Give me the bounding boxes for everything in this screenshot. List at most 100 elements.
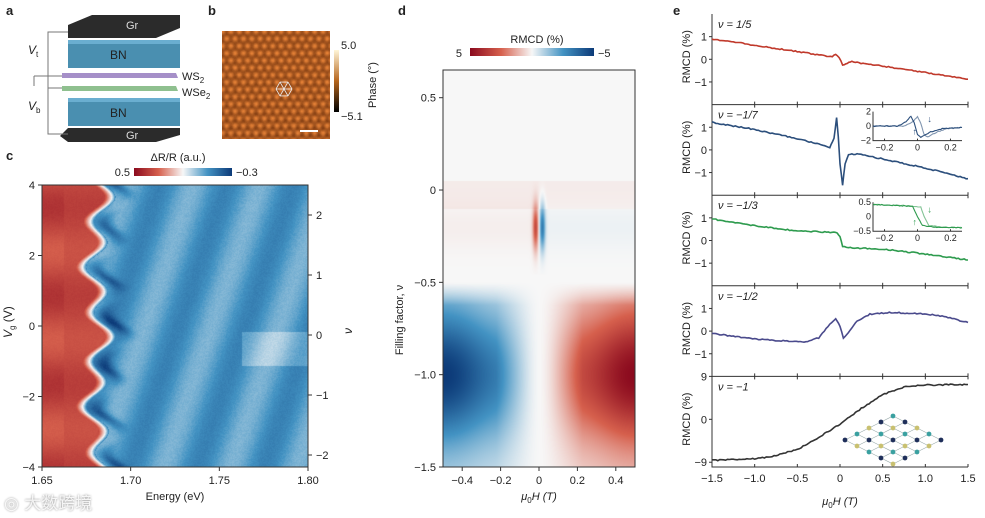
e-subplot: 90−9RMCD (%)ν = −1: [681, 371, 968, 469]
c-right-tick-label: −2: [316, 450, 329, 462]
label-vb: Vb: [28, 99, 41, 115]
c-colorbar-min: −0.3: [236, 167, 258, 179]
e-inset: −0.2 0 0.220−2↑↓: [861, 107, 963, 154]
e-subplot: 1 0 −1RMCD (%) ν = −1/3 −0.2 0 0.2 0.5 0 −0.5 ↑ ↓: [681, 195, 968, 286]
lattice-spoke: [280, 82, 284, 89]
lattice-site: [927, 444, 932, 449]
d-plot-frame: [443, 70, 635, 467]
lattice-site: [903, 444, 908, 449]
c-colorbar: [134, 168, 232, 176]
lattice-site: [843, 438, 848, 443]
phase-colorbar-min: −5.1: [341, 111, 363, 123]
e-series-label: ν = −1: [718, 381, 749, 393]
c-plot-frame: [42, 185, 308, 467]
graphite-top-layer: [68, 15, 180, 38]
lattice-site: [879, 456, 884, 461]
e-subplot: 10−1RMCD (%)ν = −1/2: [681, 286, 968, 377]
e-ytick-label: 0: [701, 326, 707, 338]
layer-label-bn-bottom: BN: [110, 106, 127, 120]
lattice-site: [891, 438, 896, 443]
e-inset-ytick-label: 0.5: [858, 197, 871, 207]
lattice-edge: [276, 82, 280, 89]
e-inset-arrow-down: ↓: [927, 114, 932, 124]
phase-colorbar-max: 5.0: [341, 40, 356, 52]
e-inset-xtick-label: −0.2: [876, 143, 894, 153]
e-xtick-label: −1.0: [744, 473, 766, 485]
d-ytick-label: 0.5: [421, 93, 436, 105]
e-xtick-label: −1.5: [701, 473, 723, 485]
layer-label-gr-top: Gr: [126, 20, 139, 32]
e-series-label: ν = 1/5: [718, 19, 752, 31]
c-ytick-label: −4: [22, 462, 35, 474]
e-inset-xtick-label: 0: [915, 143, 920, 153]
d-xlabel: μ0H (T): [520, 491, 557, 505]
e-series-line: [712, 384, 968, 461]
c-ytick-label: 2: [29, 251, 35, 263]
c-xtick-label: 1.65: [31, 475, 52, 487]
e-ytick-label: 0: [701, 236, 707, 248]
lattice-site: [939, 438, 944, 443]
phase-colorbar-label: Phase (°): [367, 62, 379, 108]
c-right-label: ν: [341, 328, 355, 334]
lattice-site: [891, 414, 896, 419]
lattice-spoke: [284, 82, 288, 89]
c-right-tick-label: 2: [316, 210, 322, 222]
e-series-label: ν = −1/7: [718, 110, 759, 122]
d-ytick-label: −1.5: [414, 462, 436, 474]
lattice-edge: [288, 82, 292, 89]
c-right-tick-label: −1: [316, 390, 329, 402]
d-ytick-label: −1.0: [414, 370, 436, 382]
e-subplot: 1 0 −1RMCD (%) ν = −1/7 −0.2 0 0.2 2 0 −2 ↑ ↓: [681, 105, 968, 196]
e-ytick-label: 1: [701, 213, 707, 225]
e-ylabel: RMCD (%): [681, 211, 693, 264]
e-axis-lines: [712, 376, 968, 467]
e-inset-arrow-up: ↑: [913, 126, 918, 136]
graphite-bottom-layer: [60, 128, 180, 142]
panel-label-e: e: [673, 3, 680, 18]
lattice-site: [867, 438, 872, 443]
e-ytick-label: −1: [694, 168, 707, 180]
label-vt: Vt: [28, 43, 39, 59]
phase-colorbar: [334, 50, 339, 112]
d-xtick-label: −0.4: [451, 475, 473, 487]
watermark-text: 大数跨境: [24, 494, 92, 514]
lattice-spoke: [280, 89, 284, 96]
d-colorbar-title: RMCD (%): [510, 34, 563, 46]
c-xtick-label: 1.75: [209, 475, 230, 487]
c-ytick-label: −2: [22, 392, 35, 404]
e-ytick-label: 0: [701, 414, 707, 426]
e-series-line: [712, 312, 968, 342]
d-xtick-label: 0: [536, 475, 542, 487]
e-xtick-label: −0.5: [786, 473, 808, 485]
figure: a b c d e Gr BN WS2 WSe2 BN Gr Vt Vb 5.0…: [0, 0, 985, 518]
d-xtick-label: 0.2: [570, 475, 585, 487]
c-right-tick-label: 1: [316, 270, 322, 282]
e-subplot: 10−1RMCD (%)ν = 1/5: [681, 14, 968, 105]
e-inset-ytick-label: 2: [866, 107, 871, 117]
e-inset-xtick-label: 0.2: [944, 233, 957, 243]
lattice-site: [927, 432, 932, 437]
lattice-site: [879, 420, 884, 425]
lattice-site: [855, 444, 860, 449]
e-series-label: ν = −1/2: [718, 291, 758, 303]
lattice-spoke: [284, 89, 288, 96]
e-inset-ytick-label: −2: [861, 136, 871, 146]
lattice-site: [915, 450, 920, 455]
d-xtick-label: 0.4: [608, 475, 623, 487]
c-colorbar-max: 0.5: [115, 167, 130, 179]
e-inset: −0.2 0 0.2 0.5 0 −0.5 ↑ ↓: [853, 197, 963, 244]
moire-lattice-marker: [276, 82, 292, 96]
lattice-site: [879, 432, 884, 437]
e-ylabel: RMCD (%): [681, 393, 693, 446]
panel-label-d: d: [398, 3, 406, 18]
lattice-site: [903, 456, 908, 461]
e-ytick-label: 1: [701, 303, 707, 315]
wiring: [34, 32, 68, 134]
d-colorbar-min: −5: [598, 48, 611, 60]
e-inset-xtick-label: 0.2: [944, 143, 957, 153]
d-ytick-label: 0: [430, 185, 436, 197]
lattice-edge: [288, 89, 292, 96]
d-colorbar: [470, 48, 594, 56]
e-series-line: [712, 39, 968, 79]
layer-label-ws2: WS2: [182, 71, 205, 85]
